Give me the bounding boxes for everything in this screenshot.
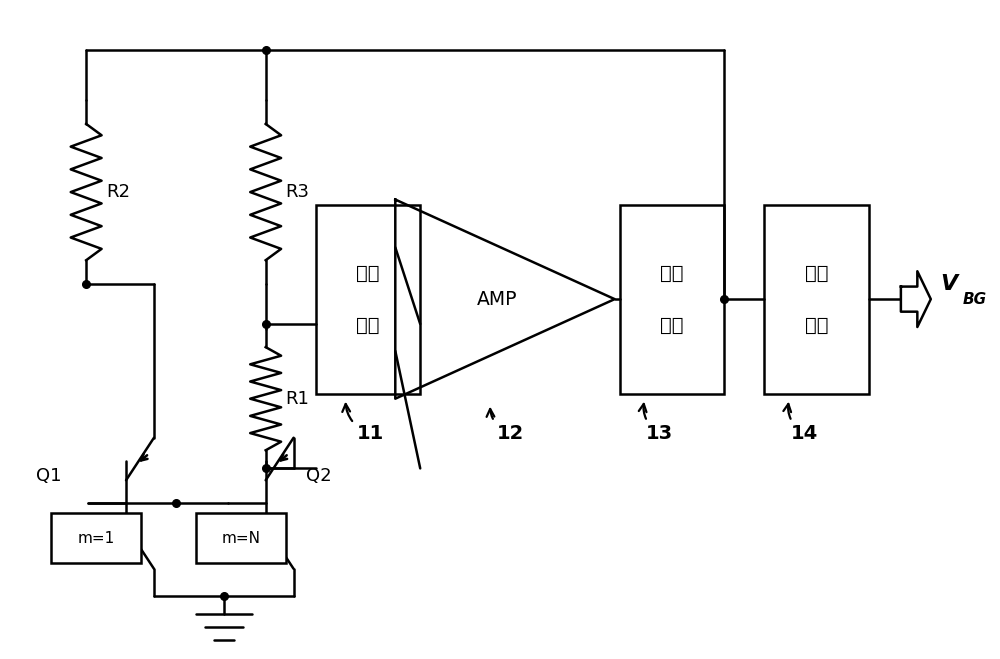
Text: 单元: 单元 xyxy=(660,316,684,335)
Bar xyxy=(620,204,724,393)
Text: 11: 11 xyxy=(342,404,384,443)
Text: R1: R1 xyxy=(286,389,309,408)
Bar xyxy=(51,513,141,563)
Text: 12: 12 xyxy=(487,409,524,443)
Text: 解调: 解调 xyxy=(660,264,684,283)
Text: BG: BG xyxy=(963,292,987,307)
Bar xyxy=(764,204,869,393)
Text: 滤波: 滤波 xyxy=(805,264,828,283)
Text: 调制: 调制 xyxy=(356,264,380,283)
Text: 13: 13 xyxy=(639,404,673,443)
Text: 单元: 单元 xyxy=(805,316,828,335)
Text: 单元: 单元 xyxy=(356,316,380,335)
Bar xyxy=(316,204,420,393)
Bar xyxy=(196,513,286,563)
Text: m=1: m=1 xyxy=(78,530,115,546)
Text: V: V xyxy=(941,274,958,294)
Text: AMP: AMP xyxy=(477,289,517,308)
Text: Q1: Q1 xyxy=(36,467,61,486)
Text: Q2: Q2 xyxy=(306,467,331,486)
Polygon shape xyxy=(901,272,931,327)
Text: R2: R2 xyxy=(106,183,130,200)
Text: R3: R3 xyxy=(286,183,310,200)
Text: 14: 14 xyxy=(783,404,818,443)
Text: m=N: m=N xyxy=(221,530,260,546)
